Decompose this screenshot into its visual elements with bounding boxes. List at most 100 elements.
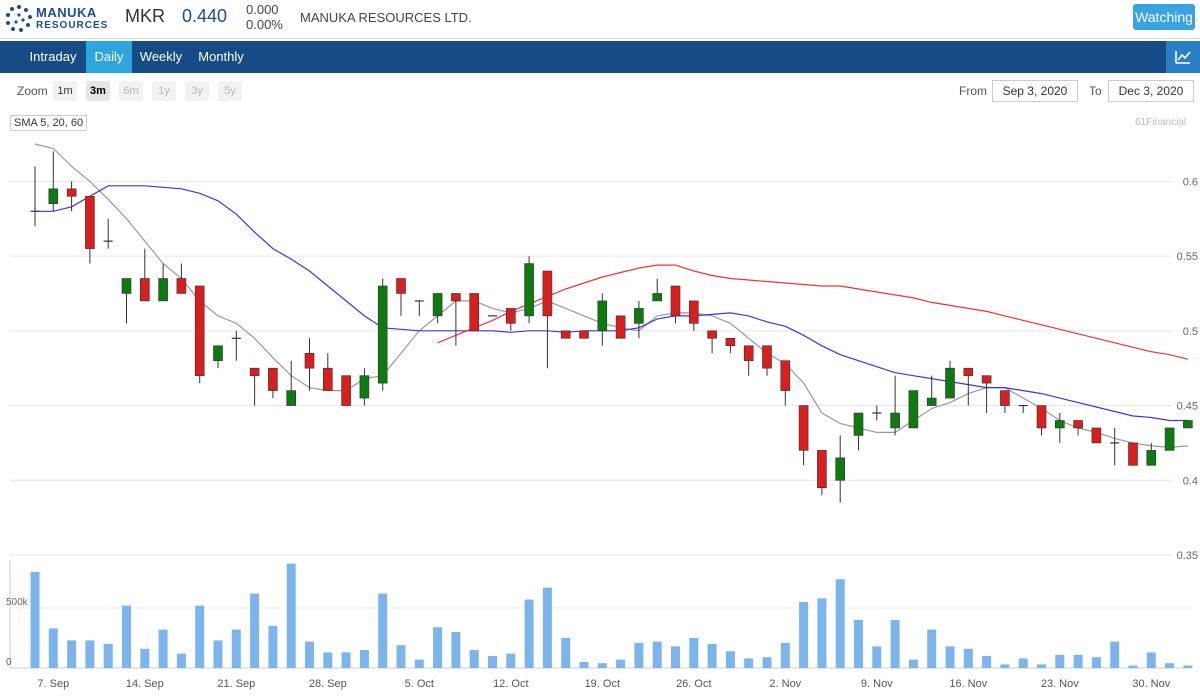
volume-bar bbox=[1146, 652, 1156, 668]
candle bbox=[176, 263, 187, 294]
volume-bar bbox=[67, 640, 77, 668]
volume-bar bbox=[1018, 658, 1028, 668]
period-tabs: Intraday Daily Weekly Monthly bbox=[0, 41, 1200, 73]
volume-bar bbox=[762, 657, 772, 668]
volume-bar bbox=[488, 656, 497, 668]
volume-bar bbox=[579, 662, 589, 668]
volume-bar bbox=[927, 629, 937, 668]
price-tick-label: 0.45 bbox=[1177, 401, 1198, 413]
tab-intraday[interactable]: Intraday bbox=[29, 49, 77, 64]
candle-body bbox=[926, 397, 937, 406]
candle bbox=[1164, 427, 1175, 451]
price-change: 0.000 0.00% bbox=[246, 2, 283, 32]
tab-monthly[interactable]: Monthly bbox=[198, 49, 244, 64]
candle bbox=[579, 330, 589, 339]
volume-bar bbox=[250, 593, 260, 668]
candle-body bbox=[48, 188, 59, 205]
volume-bar bbox=[835, 579, 845, 668]
zoom-3y-button[interactable]: 3y bbox=[185, 81, 209, 101]
candle bbox=[853, 412, 864, 451]
candle bbox=[231, 330, 241, 361]
price-tick-label: 0.55 bbox=[1177, 251, 1198, 263]
candle bbox=[469, 293, 480, 332]
volume-tick-label: 0 bbox=[6, 657, 12, 668]
volume-bar bbox=[1000, 664, 1010, 668]
date-tick-label: 2. Nov bbox=[769, 678, 801, 690]
candle-body bbox=[560, 330, 571, 339]
candle bbox=[981, 375, 992, 414]
candle-body bbox=[945, 367, 955, 399]
candle-body bbox=[1164, 427, 1175, 451]
volume-bar bbox=[1110, 641, 1120, 668]
date-tick-label: 7. Sep bbox=[37, 678, 69, 690]
candle-body bbox=[908, 390, 919, 429]
candle-body bbox=[505, 308, 516, 324]
tab-daily[interactable]: Daily bbox=[86, 41, 132, 73]
volume-bar bbox=[561, 638, 571, 668]
candle-body bbox=[469, 293, 480, 332]
company-name: MANUKA RESOURCES LTD. bbox=[300, 10, 472, 25]
candle bbox=[835, 435, 846, 503]
candle bbox=[908, 390, 919, 429]
candle-body bbox=[176, 278, 187, 294]
volume-bar bbox=[671, 646, 680, 668]
volume-bar bbox=[396, 645, 406, 668]
zoom-1y-button[interactable]: 1y bbox=[152, 81, 176, 101]
candle bbox=[1183, 420, 1193, 429]
from-date-input[interactable]: Sep 3, 2020 bbox=[992, 80, 1078, 102]
candle-body bbox=[194, 285, 205, 376]
candle-body bbox=[743, 345, 754, 362]
volume-bar bbox=[1128, 665, 1138, 668]
volume-bar bbox=[30, 572, 40, 668]
zoom-5y-button[interactable]: 5y bbox=[218, 81, 242, 101]
volume-bar bbox=[231, 629, 241, 668]
zoom-label: Zoom bbox=[17, 84, 48, 98]
candle bbox=[377, 278, 388, 391]
candle-body bbox=[670, 285, 681, 317]
zoom-1m-button[interactable]: 1m bbox=[53, 81, 77, 101]
candle-body bbox=[158, 278, 168, 302]
candle-body bbox=[121, 278, 132, 294]
candle bbox=[304, 338, 315, 391]
logo-text: MANUKA RESOURCES bbox=[36, 6, 108, 32]
candle-body bbox=[1146, 450, 1157, 466]
candle-body bbox=[66, 188, 77, 197]
logo-dots-icon bbox=[6, 5, 32, 32]
sma60-line bbox=[437, 264, 1189, 360]
candle-body bbox=[890, 412, 900, 429]
candle bbox=[780, 360, 791, 406]
zoom-3m-button[interactable]: 3m bbox=[86, 81, 110, 101]
candle-body bbox=[304, 352, 315, 369]
candle-body bbox=[1073, 420, 1083, 429]
volume-bar bbox=[524, 599, 534, 668]
candle bbox=[1036, 405, 1047, 436]
candle bbox=[140, 248, 150, 302]
watching-button[interactable]: Watching bbox=[1133, 4, 1195, 30]
volume-bar bbox=[323, 652, 333, 668]
candle bbox=[213, 345, 223, 369]
tab-weekly[interactable]: Weekly bbox=[139, 49, 183, 64]
volume-bar bbox=[140, 648, 150, 668]
volume-bar bbox=[451, 632, 461, 668]
candle bbox=[286, 360, 297, 406]
candle bbox=[158, 263, 168, 302]
candle bbox=[1018, 404, 1028, 414]
candle bbox=[249, 367, 260, 406]
candle bbox=[30, 166, 40, 227]
volume-tick-label: 500k bbox=[6, 597, 29, 608]
candle bbox=[542, 270, 553, 369]
zoom-6m-button[interactable]: 6m bbox=[119, 81, 143, 101]
chart-type-button[interactable] bbox=[1166, 41, 1200, 73]
date-tick-label: 19. Oct bbox=[585, 678, 620, 690]
candle bbox=[85, 196, 95, 264]
volume-bar bbox=[158, 629, 168, 668]
date-tick-label: 5. Oct bbox=[405, 678, 434, 690]
to-date-input[interactable]: Dec 3, 2020 bbox=[1108, 80, 1194, 102]
volume-bar bbox=[908, 659, 918, 668]
candle-body bbox=[524, 263, 534, 317]
volume-bar bbox=[176, 653, 186, 668]
candle bbox=[1146, 442, 1157, 466]
candle bbox=[798, 405, 809, 466]
candle bbox=[121, 278, 132, 324]
